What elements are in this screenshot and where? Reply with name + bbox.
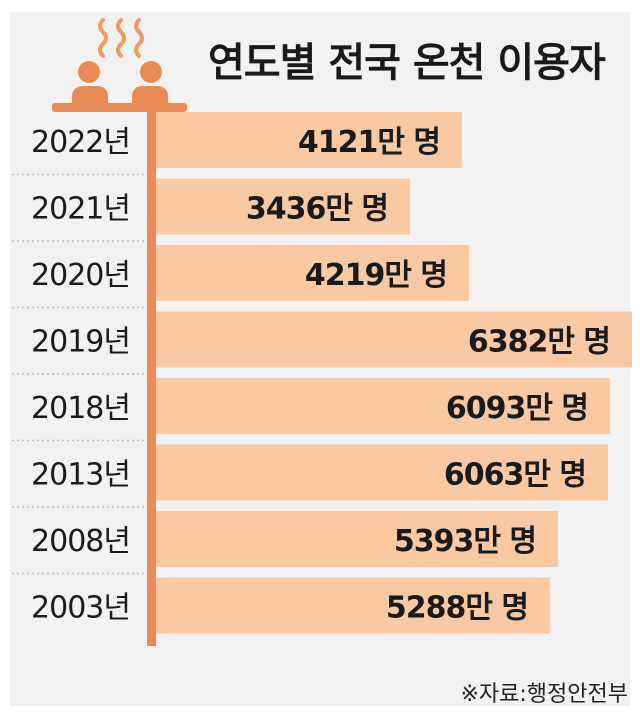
year-label: 2008년	[31, 524, 130, 559]
bar	[152, 511, 558, 567]
value-label: 6382만 명	[468, 325, 610, 360]
value-label: 5393만 명	[394, 524, 536, 559]
year-label: 2013년	[31, 458, 130, 493]
value-label: 6093만 명	[446, 391, 588, 426]
year-label: 2003년	[31, 591, 130, 626]
axis-line	[147, 112, 156, 646]
year-label: 2018년	[31, 391, 130, 426]
year-label: 2021년	[31, 192, 130, 227]
bar	[152, 112, 462, 168]
bar	[152, 577, 550, 634]
value-label: 4219만 명	[305, 258, 447, 293]
bar	[152, 178, 410, 235]
bar	[152, 311, 632, 368]
value-label: 4121만 명	[298, 125, 440, 160]
bar	[152, 245, 469, 301]
bar	[152, 444, 608, 501]
year-label: 2020년	[31, 258, 130, 293]
value-label: 3436만 명	[246, 192, 388, 227]
chart-title: 연도별 전국 온천 이용자	[208, 40, 606, 86]
year-label: 2022년	[31, 125, 130, 160]
value-label: 6063만 명	[444, 458, 586, 493]
source-note: ※자료:행정안전부	[460, 682, 628, 707]
value-label: 5288만 명	[386, 591, 528, 626]
bar	[152, 378, 610, 434]
year-label: 2019년	[31, 325, 130, 360]
